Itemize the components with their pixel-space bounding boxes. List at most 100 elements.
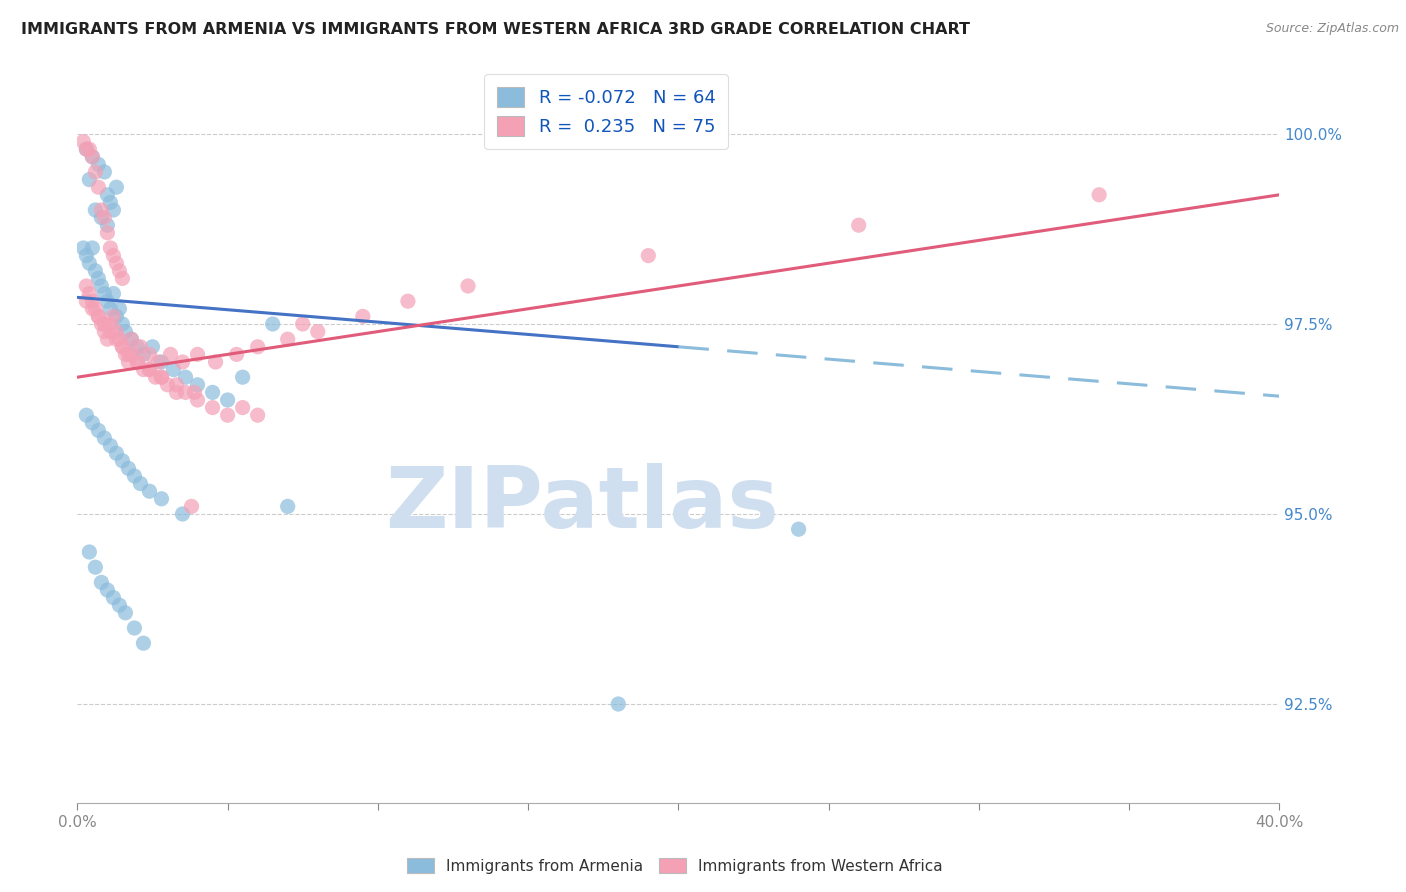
Point: [117, 461, 139, 475]
Point: [90, 575, 112, 590]
Point: [127, 355, 149, 369]
Point: [607, 697, 630, 711]
Point: [132, 636, 155, 650]
Point: [232, 370, 254, 384]
Point: [150, 491, 173, 506]
Point: [111, 340, 134, 354]
Point: [105, 256, 128, 270]
Point: [148, 355, 170, 369]
Point: [105, 325, 128, 339]
Point: [79, 142, 101, 156]
Point: [108, 332, 131, 346]
Point: [90, 202, 112, 217]
Point: [105, 332, 128, 346]
Point: [111, 340, 134, 354]
Point: [352, 310, 374, 324]
Point: [848, 218, 870, 232]
Point: [127, 355, 149, 369]
Point: [103, 249, 125, 263]
Point: [246, 408, 269, 422]
Point: [96, 294, 118, 309]
Point: [114, 347, 136, 361]
Point: [138, 362, 160, 376]
Point: [96, 187, 118, 202]
Point: [232, 401, 254, 415]
Point: [174, 370, 197, 384]
Point: [262, 317, 284, 331]
Point: [93, 211, 115, 225]
Point: [72, 241, 94, 255]
Point: [201, 385, 224, 400]
Legend: Immigrants from Armenia, Immigrants from Western Africa: Immigrants from Armenia, Immigrants from…: [401, 852, 949, 880]
Point: [150, 370, 173, 384]
Point: [79, 286, 101, 301]
Point: [108, 264, 131, 278]
Point: [307, 325, 329, 339]
Point: [187, 377, 209, 392]
Point: [82, 150, 104, 164]
Point: [183, 385, 205, 400]
Point: [277, 332, 299, 346]
Point: [129, 340, 152, 354]
Point: [637, 249, 659, 263]
Point: [291, 317, 314, 331]
Point: [93, 317, 115, 331]
Point: [100, 325, 122, 339]
Point: [82, 150, 104, 164]
Point: [84, 264, 107, 278]
Point: [103, 286, 125, 301]
Point: [82, 301, 104, 316]
Point: [87, 271, 110, 285]
Point: [162, 362, 184, 376]
Point: [111, 271, 134, 285]
Point: [84, 301, 107, 316]
Point: [787, 522, 810, 536]
Point: [120, 332, 142, 346]
Point: [187, 392, 209, 407]
Point: [124, 621, 146, 635]
Point: [217, 408, 239, 422]
Point: [90, 279, 112, 293]
Point: [117, 355, 139, 369]
Point: [84, 165, 107, 179]
Text: IMMIGRANTS FROM ARMENIA VS IMMIGRANTS FROM WESTERN AFRICA 3RD GRADE CORRELATION : IMMIGRANTS FROM ARMENIA VS IMMIGRANTS FR…: [21, 22, 970, 37]
Legend: R = -0.072   N = 64, R =  0.235   N = 75: R = -0.072 N = 64, R = 0.235 N = 75: [485, 74, 728, 149]
Point: [93, 286, 115, 301]
Point: [75, 294, 97, 309]
Point: [96, 582, 118, 597]
Point: [93, 431, 115, 445]
Point: [132, 347, 155, 361]
Point: [396, 294, 419, 309]
Point: [187, 347, 209, 361]
Point: [93, 165, 115, 179]
Point: [108, 301, 131, 316]
Point: [172, 507, 194, 521]
Point: [87, 310, 110, 324]
Point: [93, 325, 115, 339]
Point: [120, 332, 142, 346]
Point: [90, 211, 112, 225]
Point: [150, 370, 173, 384]
Point: [96, 332, 118, 346]
Point: [103, 591, 125, 605]
Point: [72, 135, 94, 149]
Point: [111, 454, 134, 468]
Point: [457, 279, 479, 293]
Point: [124, 469, 146, 483]
Point: [150, 355, 173, 369]
Point: [201, 401, 224, 415]
Point: [114, 606, 136, 620]
Point: [132, 362, 155, 376]
Point: [75, 279, 97, 293]
Point: [166, 385, 188, 400]
Point: [225, 347, 247, 361]
Point: [75, 142, 97, 156]
Point: [277, 500, 299, 514]
Point: [138, 347, 160, 361]
Point: [87, 180, 110, 194]
Point: [103, 310, 125, 324]
Point: [129, 476, 152, 491]
Point: [246, 340, 269, 354]
Text: ZIPatlas: ZIPatlas: [385, 463, 779, 547]
Point: [82, 294, 104, 309]
